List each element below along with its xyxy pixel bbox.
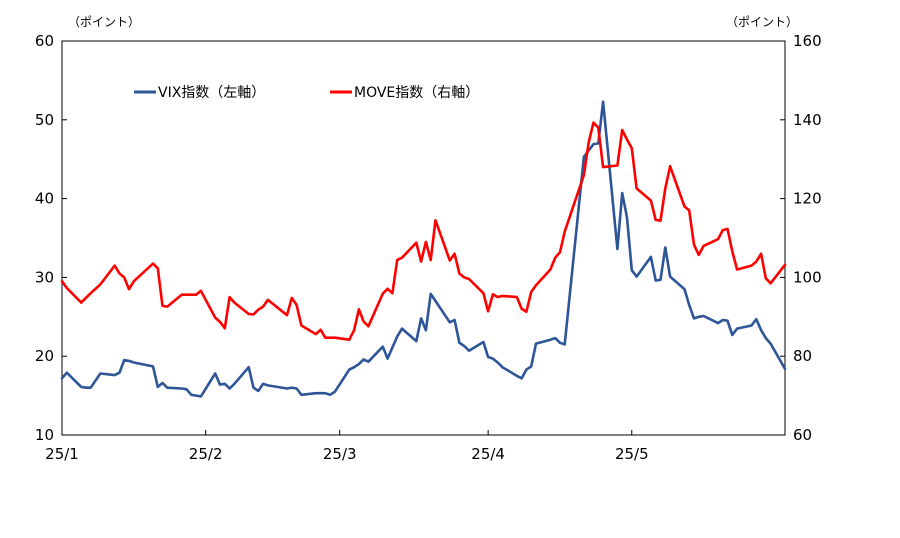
legend: VIX指数（左軸） MOVE指数（右軸） [134,85,479,101]
left-tick-label: 60 [35,32,54,50]
x-tick-label: 25/4 [471,445,505,463]
series-layer [60,100,787,398]
right-tick-label: 60 [793,426,812,444]
left-axis-unit: （ポイント） [68,15,140,29]
right-tick-label: 140 [793,111,822,129]
left-tick-label: 20 [35,347,54,365]
left-tick-label: 10 [35,426,54,444]
legend-label: MOVE指数（右軸） [354,85,479,101]
right-tick-label: 80 [793,347,812,365]
x-tick-label: 25/5 [615,445,649,463]
vix-index-line [60,100,787,398]
axes-layer: 10 20 30 40 50 60 60 80 100 120 140 160 25/1 25/2 25/3… [35,32,822,463]
left-tick-label: 50 [35,111,54,129]
plot-frame [61,40,786,436]
right-tick-label: 100 [793,268,822,286]
x-tick-label: 25/2 [189,445,223,463]
x-tick-label: 25/1 [45,445,79,463]
right-tick-label: 120 [793,190,822,208]
legend-label: VIX指数（左軸） [158,85,265,101]
right-tick-label: 160 [793,32,822,50]
left-tick-label: 40 [35,190,54,208]
move-index-line [60,121,787,342]
right-axis-unit: （ポイント） [726,15,798,29]
x-tick-label: 25/3 [323,445,357,463]
left-tick-label: 30 [35,268,54,286]
